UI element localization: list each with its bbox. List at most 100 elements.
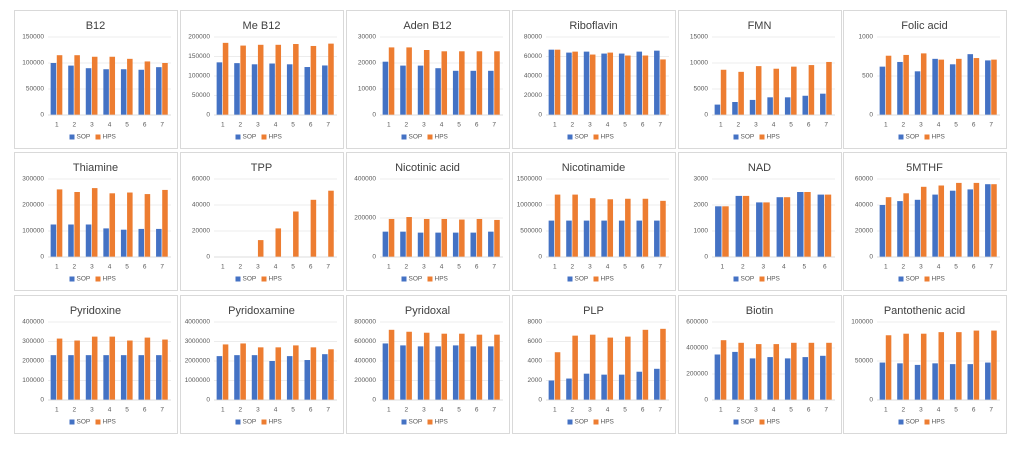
y-tick-label: 0 bbox=[704, 397, 708, 404]
bar bbox=[820, 355, 826, 400]
legend-label: SOP bbox=[243, 276, 257, 283]
y-tick-label: 3000000 bbox=[185, 338, 211, 345]
x-tick-label: 7 bbox=[160, 122, 164, 129]
x-tick-label: 6 bbox=[143, 122, 147, 129]
bar bbox=[660, 328, 666, 400]
x-tick-label: 2 bbox=[571, 264, 575, 271]
y-tick-label: 0 bbox=[372, 254, 376, 261]
chart-panel: Riboflavin 0 20000 40000 60000 80000 1 2 3 4 5 6 7 SO… bbox=[512, 10, 676, 149]
x-tick-label: 5 bbox=[789, 407, 793, 414]
y-tick-label: 800000 bbox=[354, 319, 376, 326]
y-tick-label: 60000 bbox=[192, 176, 210, 183]
y-tick-label: 100000 bbox=[851, 319, 873, 326]
bar bbox=[654, 220, 660, 257]
x-tick-label: 5 bbox=[802, 264, 806, 271]
chart-title: NAD bbox=[748, 162, 771, 174]
bar bbox=[50, 355, 57, 400]
chart-title: B12 bbox=[86, 20, 106, 32]
bar bbox=[784, 97, 791, 115]
bar bbox=[826, 342, 832, 400]
bar bbox=[103, 355, 109, 400]
y-tick-label: 200000 bbox=[22, 202, 44, 209]
x-tick-label: 1 bbox=[720, 264, 724, 271]
legend-swatch bbox=[261, 276, 267, 282]
bar bbox=[310, 199, 317, 257]
bar bbox=[162, 339, 168, 400]
bar bbox=[85, 355, 92, 400]
legend-swatch bbox=[733, 276, 739, 282]
legend-swatch bbox=[924, 419, 930, 425]
bar bbox=[275, 228, 282, 257]
bar bbox=[885, 55, 892, 115]
bar bbox=[776, 197, 784, 257]
chart-title: Thiamine bbox=[73, 162, 118, 174]
bar bbox=[120, 69, 127, 115]
bar bbox=[636, 220, 643, 257]
legend-label: SOP bbox=[409, 134, 423, 141]
legend-swatch bbox=[69, 419, 75, 425]
x-tick-label: 4 bbox=[606, 264, 610, 271]
bar bbox=[572, 51, 578, 115]
x-tick-label: 1 bbox=[387, 407, 391, 414]
bar bbox=[222, 344, 229, 400]
x-tick-label: 2 bbox=[737, 122, 741, 129]
chart-title: Nicotinamide bbox=[562, 162, 626, 174]
y-tick-label: 100000 bbox=[22, 60, 44, 67]
chart-panel: Pyridoxamine 0 1000000 2000000 3000000 400000… bbox=[180, 295, 344, 434]
chart-panel: Pyridoxal 0 200000 400000 600000 800000 1 2 3 4 5 6… bbox=[346, 295, 510, 434]
y-tick-label: 40000 bbox=[524, 73, 542, 80]
chart-title: Aden B12 bbox=[403, 20, 451, 32]
bar bbox=[459, 51, 465, 115]
x-tick-label: 7 bbox=[824, 407, 828, 414]
bar bbox=[903, 54, 909, 115]
bar bbox=[494, 219, 500, 257]
bar bbox=[773, 344, 780, 400]
bar bbox=[388, 329, 395, 400]
x-tick-label: 2 bbox=[73, 407, 77, 414]
x-tick-label: 3 bbox=[422, 264, 426, 271]
bar bbox=[388, 218, 395, 257]
y-tick-label: 60000 bbox=[524, 53, 542, 60]
bar bbox=[967, 364, 974, 400]
legend-label: HPS bbox=[767, 419, 781, 426]
x-tick-label: 4 bbox=[274, 264, 278, 271]
bar bbox=[310, 45, 317, 115]
bar bbox=[607, 52, 614, 115]
x-tick-label: 3 bbox=[588, 264, 592, 271]
bar bbox=[897, 201, 903, 257]
x-tick-label: 1 bbox=[221, 122, 225, 129]
bar bbox=[328, 349, 334, 400]
bar bbox=[920, 53, 927, 115]
chart-panel: Aden B12 0 10000 20000 30000 1 2 3 4 5 6 7 SOP HPS bbox=[346, 10, 510, 149]
bar bbox=[417, 65, 424, 115]
legend-label: HPS bbox=[932, 134, 946, 141]
chart-panel: Nicotinamide 0 500000 1000000 1500000 1 2 3 4 5 6 7… bbox=[512, 152, 676, 291]
y-tick-label: 10000 bbox=[358, 86, 376, 93]
y-tick-label: 1000 bbox=[694, 228, 709, 235]
x-tick-label: 7 bbox=[492, 264, 496, 271]
bar bbox=[68, 355, 74, 400]
legend-swatch bbox=[759, 276, 765, 282]
y-tick-label: 2000000 bbox=[185, 358, 211, 365]
bar bbox=[755, 66, 762, 115]
bar bbox=[257, 44, 264, 115]
x-tick-label: 3 bbox=[90, 407, 94, 414]
legend-swatch bbox=[427, 134, 433, 140]
bar bbox=[85, 224, 92, 257]
bar bbox=[618, 374, 625, 400]
bar bbox=[68, 224, 74, 257]
y-tick-label: 50000 bbox=[192, 92, 210, 99]
bar bbox=[156, 228, 162, 257]
x-tick-label: 5 bbox=[291, 407, 295, 414]
x-tick-label: 2 bbox=[737, 407, 741, 414]
x-tick-label: 5 bbox=[291, 122, 295, 129]
bar bbox=[897, 61, 903, 115]
legend-swatch bbox=[95, 276, 101, 282]
bar bbox=[286, 64, 293, 115]
legend-label: HPS bbox=[435, 134, 449, 141]
y-tick-label: 1000000 bbox=[185, 377, 211, 384]
bar bbox=[714, 354, 721, 400]
bar bbox=[50, 224, 57, 257]
chart-panel: Folic acid 0 500 1000 1 2 3 4 5 6 7 SOP HPS bbox=[843, 10, 1007, 149]
bar bbox=[441, 51, 448, 115]
